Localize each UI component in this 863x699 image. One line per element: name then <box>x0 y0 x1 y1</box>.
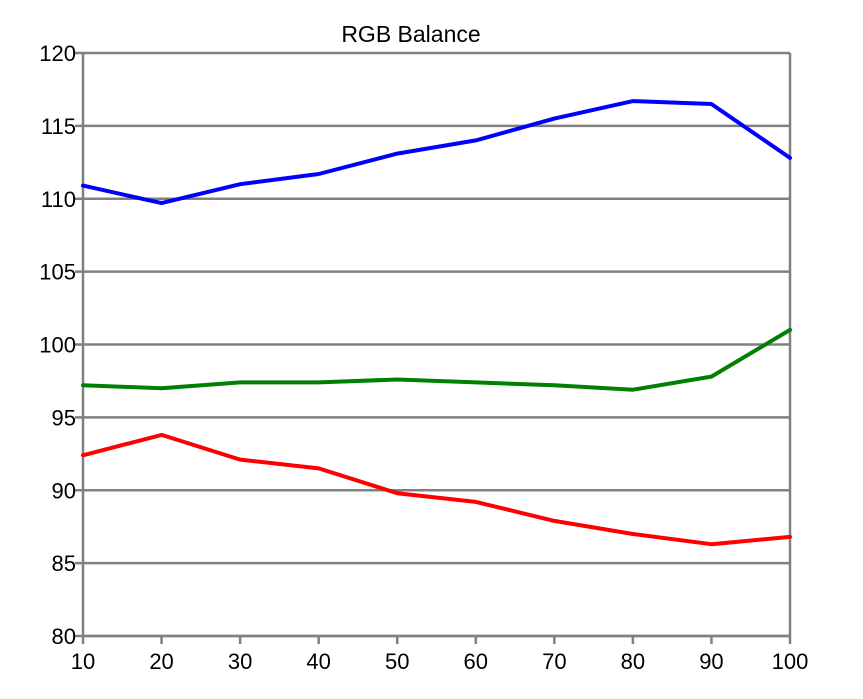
gridlines <box>83 51 790 638</box>
y-tick-label: 80 <box>52 624 76 649</box>
x-tick-label: 40 <box>306 649 330 674</box>
chart-title: RGB Balance <box>341 21 480 47</box>
y-axis-ticks: 80 85 90 95 100 105 110 115 120 <box>39 41 83 649</box>
x-tick-label: 70 <box>542 649 566 674</box>
y-tick-label: 115 <box>41 114 76 139</box>
y-tick-label: 90 <box>52 478 76 503</box>
series-lines <box>81 99 792 547</box>
y-tick-label: 105 <box>39 260 76 285</box>
x-tick-label: 50 <box>385 649 409 674</box>
x-tick-label: 30 <box>228 649 252 674</box>
y-tick-label: 85 <box>52 551 76 576</box>
series-line-red <box>81 432 792 547</box>
x-axis-ticks: 10 20 30 40 50 60 70 80 90 100 <box>71 636 809 674</box>
x-tick-label: 10 <box>71 649 95 674</box>
x-tick-label: 60 <box>464 649 488 674</box>
y-tick-label: 100 <box>39 333 76 358</box>
y-tick-label: 120 <box>39 41 76 66</box>
x-tick-label: 80 <box>621 649 645 674</box>
y-tick-label: 95 <box>52 405 76 430</box>
x-tick-label: 90 <box>699 649 723 674</box>
y-tick-label: 110 <box>41 187 76 212</box>
series-line-blue <box>81 99 792 206</box>
series-line-green <box>81 327 792 392</box>
x-tick-label: 100 <box>772 649 809 674</box>
x-tick-label: 20 <box>149 649 173 674</box>
